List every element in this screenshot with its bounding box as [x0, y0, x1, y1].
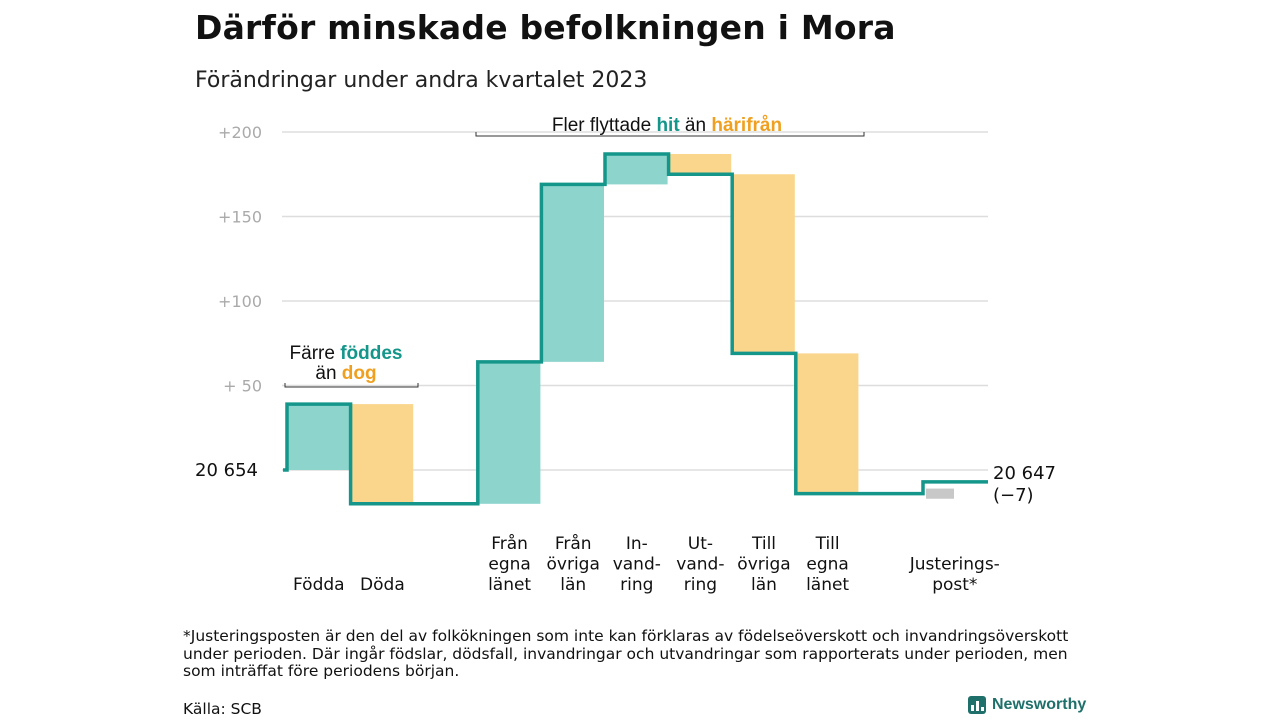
x-tick-label-line: Döda: [360, 575, 405, 595]
chart-bars-icon: [968, 696, 986, 714]
annotation-segment: hit: [656, 115, 680, 136]
annotation-segment: än: [680, 115, 712, 136]
x-tick-label: Ut-vand-ring: [676, 534, 724, 595]
x-tick-label: Födda: [293, 575, 345, 595]
x-tick-label-line: egna: [488, 555, 530, 575]
x-tick-label-line: vand-: [613, 555, 661, 575]
brand-name: Newsworthy: [992, 696, 1087, 713]
annotation-segment: dog: [342, 363, 377, 384]
x-tick-label-line: ring: [620, 575, 653, 595]
x-tick-label-line: övriga: [737, 555, 790, 575]
bar: [732, 174, 795, 354]
step-line: [283, 152, 988, 506]
annotation-bracket: [475, 132, 865, 137]
x-tick-label-line: ring: [684, 575, 717, 595]
x-tick-label: Från egna länet: [488, 533, 531, 595]
x-tick-label-line: post*: [932, 575, 977, 595]
annotation-segment: föddes: [340, 343, 402, 364]
chart-subtitle: Förändringar under andra kvartalet 2023: [195, 68, 648, 93]
y-tick-label: +200: [218, 123, 262, 142]
annotation-bracket: [284, 383, 419, 388]
source-text: Källa: SCB: [183, 700, 262, 718]
x-tick-label: Till övriga län: [737, 534, 790, 595]
annotation-segment: än: [315, 363, 341, 384]
x-tick-label-line: In-: [626, 534, 648, 554]
x-tick-label-line: egna: [806, 555, 848, 575]
bar: [287, 404, 350, 470]
x-tick-label: In-vand-ring: [613, 534, 661, 595]
x-tick-label-line: Från: [491, 533, 528, 554]
footnote: *Justeringsposten är den del av folkökni…: [183, 627, 1069, 680]
x-tick-label-line: Från: [555, 533, 592, 554]
bar: [350, 404, 414, 504]
bar: [795, 353, 859, 494]
y-tick-label: + 50: [223, 377, 262, 396]
x-tick-label: Justerings-post*: [909, 555, 1000, 596]
bars: [287, 153, 954, 504]
grid: + 50 +100 +150 +200: [218, 123, 988, 471]
annotation-segment: Fler flyttade: [552, 115, 657, 136]
end-labels: 20 654 20 647 (−7): [195, 460, 1056, 506]
x-tick-label-line: län: [560, 575, 586, 595]
brand-logo: Newsworthy: [968, 696, 1086, 714]
x-tick-label-line: Till: [815, 534, 840, 554]
cumulative-line: [283, 152, 988, 506]
x-tick-label: Döda: [360, 575, 405, 595]
end-value-label: 20 647 (−7): [993, 463, 1056, 506]
bar: [926, 488, 954, 499]
y-tick-label: +150: [218, 208, 262, 227]
y-tick-label: +100: [218, 292, 262, 311]
chart-title: Därför minskade befolkningen i Mora: [195, 8, 896, 47]
end-value-line: 20 647: [993, 463, 1056, 484]
x-tick-label-line: Födda: [293, 575, 345, 595]
annotation-text: Färre föddes: [290, 343, 403, 364]
x-tick-label: Från övriga län: [547, 533, 600, 595]
x-tick-label-line: Till: [751, 534, 776, 554]
end-value-line: (−7): [993, 485, 1034, 506]
x-tick-label-line: övriga: [547, 555, 600, 575]
x-tick-label-line: Justerings-: [909, 555, 1000, 575]
bar: [541, 184, 604, 362]
annotation-segment: Färre: [290, 343, 341, 364]
x-tick-label-line: vand-: [676, 555, 724, 575]
x-tick-label-line: länet: [806, 575, 849, 595]
start-value-label: 20 654: [195, 460, 258, 481]
annotation-text: Fler flyttade hit än härifrån: [552, 115, 782, 136]
bar: [668, 153, 732, 175]
x-tick-label-line: Ut-: [688, 534, 713, 554]
x-tick-label-line: länet: [488, 575, 531, 595]
annotation-segment: härifrån: [711, 115, 782, 136]
x-tick-label-line: län: [751, 575, 777, 595]
bar: [477, 361, 541, 504]
x-tick-label: Till egna länet: [806, 534, 849, 595]
bar: [605, 153, 668, 185]
annotation-text: än dog: [315, 363, 376, 384]
